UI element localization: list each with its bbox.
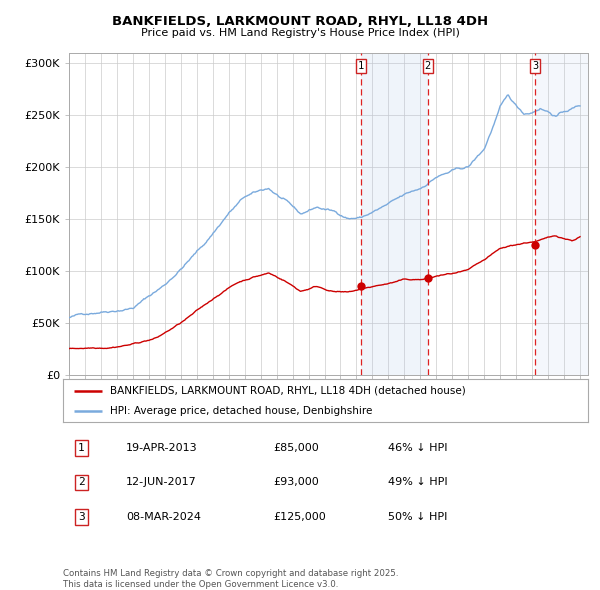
Text: BANKFIELDS, LARKMOUNT ROAD, RHYL, LL18 4DH (detached house): BANKFIELDS, LARKMOUNT ROAD, RHYL, LL18 4… [110,386,466,396]
Text: 46% ↓ HPI: 46% ↓ HPI [389,443,448,453]
Text: Price paid vs. HM Land Registry's House Price Index (HPI): Price paid vs. HM Land Registry's House … [140,28,460,38]
Bar [361,53,428,375]
Text: 2: 2 [424,61,431,71]
Text: 08-MAR-2024: 08-MAR-2024 [126,512,201,522]
Text: 3: 3 [78,512,85,522]
Text: 3: 3 [532,61,538,71]
Text: 1: 1 [358,61,364,71]
Bar [535,53,588,375]
Text: 12-JUN-2017: 12-JUN-2017 [126,477,197,487]
Text: £125,000: £125,000 [273,512,326,522]
Text: 2: 2 [78,477,85,487]
Text: 49% ↓ HPI: 49% ↓ HPI [389,477,448,487]
Text: £85,000: £85,000 [273,443,319,453]
Text: BANKFIELDS, LARKMOUNT ROAD, RHYL, LL18 4DH: BANKFIELDS, LARKMOUNT ROAD, RHYL, LL18 4… [112,15,488,28]
Bar [535,53,588,375]
Text: 19-APR-2013: 19-APR-2013 [126,443,197,453]
Bar [535,53,588,375]
Text: Contains HM Land Registry data © Crown copyright and database right 2025.
This d: Contains HM Land Registry data © Crown c… [63,569,398,589]
Text: HPI: Average price, detached house, Denbighshire: HPI: Average price, detached house, Denb… [110,406,373,415]
Text: 50% ↓ HPI: 50% ↓ HPI [389,512,448,522]
Text: 1: 1 [78,443,85,453]
Text: £93,000: £93,000 [273,477,319,487]
